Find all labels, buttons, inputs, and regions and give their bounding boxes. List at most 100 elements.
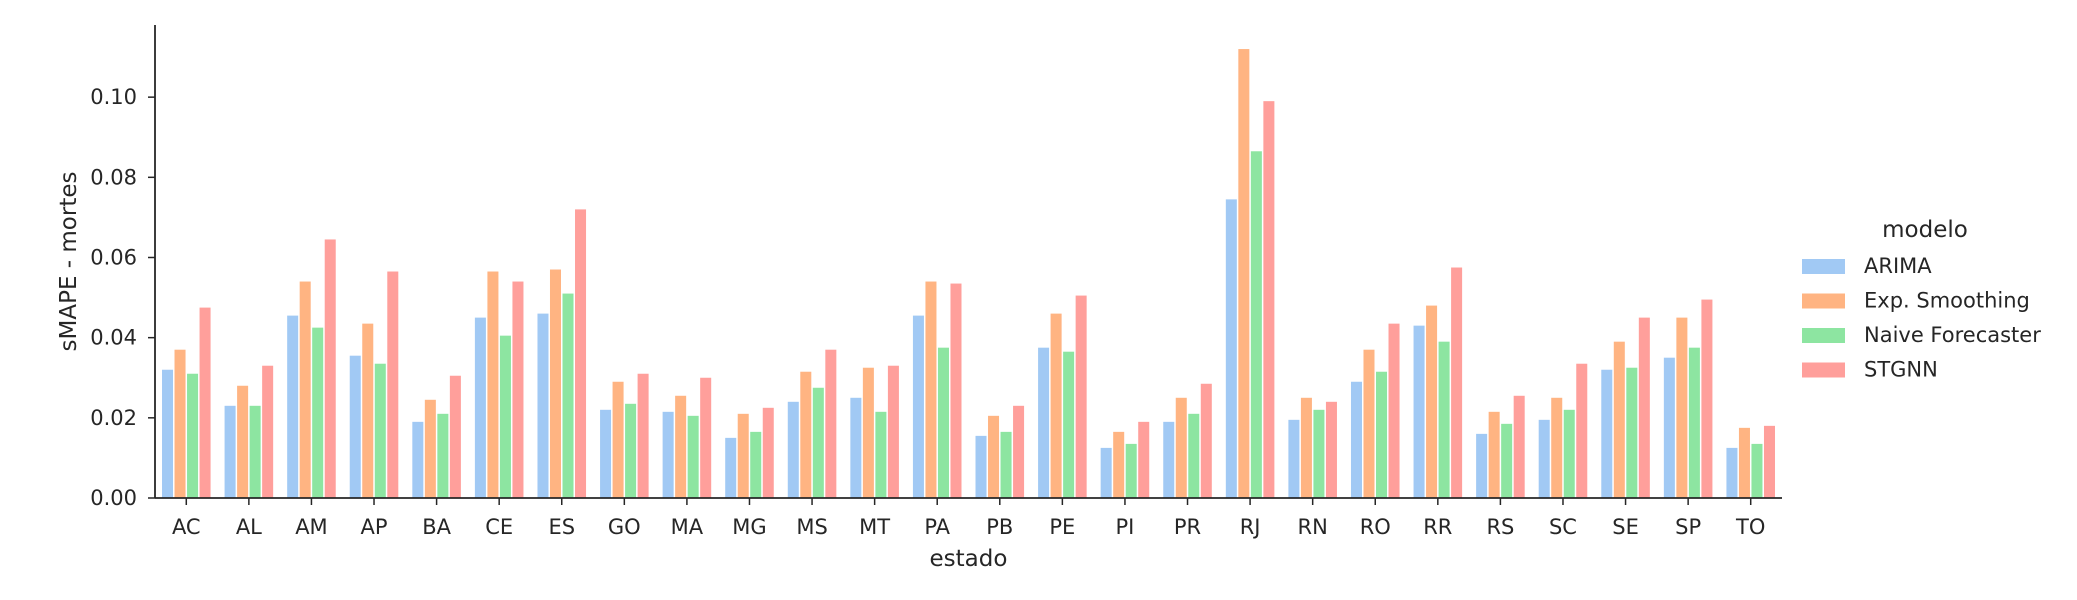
x-tick-label-sc: SC: [1549, 515, 1577, 539]
bar-exp-smoothing-ms: [800, 371, 812, 498]
bars-layer: [162, 49, 1775, 499]
bar-exp-smoothing-al: [237, 385, 249, 498]
bar-naive-forecaster-sp: [1688, 347, 1700, 498]
bar-arima-mg: [725, 437, 737, 498]
legend-swatch-stgnn: [1802, 362, 1845, 378]
bar-naive-forecaster-ba: [437, 413, 449, 498]
legend-label-arima: ARIMA: [1864, 254, 1932, 278]
x-tick-label-ro: RO: [1360, 515, 1391, 539]
bar-stgnn-es: [575, 209, 587, 498]
bar-arima-pb: [975, 435, 987, 498]
legend-title: modelo: [1882, 217, 1968, 243]
bar-arima-to: [1726, 447, 1738, 498]
bar-arima-ba: [412, 421, 424, 498]
bar-exp-smoothing-rs: [1488, 411, 1500, 498]
bar-naive-forecaster-pr: [1188, 413, 1200, 498]
bar-stgnn-sp: [1701, 299, 1713, 498]
x-tick-label-rn: RN: [1298, 515, 1328, 539]
bar-arima-sc: [1538, 419, 1550, 498]
bar-exp-smoothing-mg: [737, 413, 749, 498]
bar-stgnn-pa: [950, 283, 962, 498]
legend-swatch-arima: [1802, 259, 1845, 274]
bar-exp-smoothing-pb: [988, 415, 1000, 498]
bar-naive-forecaster-ac: [187, 373, 199, 498]
bar-naive-forecaster-am: [312, 327, 324, 498]
bar-naive-forecaster-al: [249, 405, 261, 498]
bar-stgnn-rn: [1325, 401, 1337, 498]
x-tick-label-pi: PI: [1116, 515, 1135, 539]
bar-naive-forecaster-pb: [1000, 431, 1012, 498]
bar-arima-pa: [912, 315, 924, 498]
bar-exp-smoothing-am: [299, 281, 311, 498]
bar-naive-forecaster-rn: [1313, 409, 1325, 498]
bar-stgnn-pr: [1200, 383, 1212, 498]
bar-stgnn-go: [637, 373, 649, 498]
bar-arima-rr: [1413, 325, 1425, 498]
bar-arima-ce: [474, 317, 486, 498]
bar-naive-forecaster-pe: [1063, 351, 1075, 498]
bar-arima-pr: [1163, 421, 1175, 498]
bar-exp-smoothing-ce: [487, 271, 499, 498]
bar-arima-ro: [1350, 381, 1362, 498]
bar-arima-ms: [787, 401, 799, 498]
x-tick-label-ac: AC: [172, 515, 201, 539]
y-tick-label: 0.00: [90, 486, 137, 510]
bar-naive-forecaster-rr: [1438, 341, 1450, 498]
x-tick-label-pa: PA: [924, 515, 950, 539]
bar-exp-smoothing-pr: [1175, 397, 1187, 498]
x-tick-label-al: AL: [236, 515, 262, 539]
bar-stgnn-ba: [449, 375, 461, 498]
bar-arima-pe: [1038, 347, 1050, 498]
bar-stgnn-pi: [1138, 421, 1150, 498]
bar-stgnn-am: [324, 239, 336, 498]
bar-naive-forecaster-rs: [1501, 423, 1513, 498]
bar-exp-smoothing-rn: [1300, 397, 1312, 498]
bar-exp-smoothing-es: [549, 269, 561, 498]
legend: modelo ARIMA Exp. Smoothing Naive Forecast…: [1802, 217, 2041, 382]
bar-arima-ap: [349, 355, 361, 498]
bar-stgnn-ro: [1388, 323, 1400, 498]
bar-exp-smoothing-ac: [174, 349, 186, 498]
x-tick-label-ms: MS: [796, 515, 827, 539]
bar-naive-forecaster-go: [625, 403, 637, 498]
x-tick-label-rs: RS: [1486, 515, 1514, 539]
bar-exp-smoothing-rj: [1238, 49, 1250, 499]
bar-arima-am: [287, 315, 299, 498]
x-tick-label-rr: RR: [1423, 515, 1452, 539]
y-tick-label: 0.08: [90, 165, 137, 189]
y-tick-label: 0.02: [90, 406, 137, 430]
bar-exp-smoothing-rr: [1426, 305, 1438, 498]
x-tick-label-to: TO: [1735, 515, 1765, 539]
bar-naive-forecaster-es: [562, 293, 574, 498]
bar-arima-go: [600, 409, 612, 498]
bar-naive-forecaster-ro: [1376, 371, 1388, 498]
y-tick-label: 0.10: [90, 85, 137, 109]
x-tick-label-ba: BA: [422, 515, 451, 539]
legend-label-naive-forecaster: Naive Forecaster: [1864, 323, 2041, 347]
bar-exp-smoothing-se: [1613, 341, 1625, 498]
x-tick-label-rj: RJ: [1240, 515, 1261, 539]
bar-stgnn-pe: [1075, 295, 1087, 498]
bar-exp-smoothing-pi: [1113, 431, 1125, 498]
x-tick-label-pb: PB: [986, 515, 1013, 539]
y-axis-title: sMAPE - mortes: [56, 172, 82, 352]
bar-exp-smoothing-ba: [424, 399, 436, 498]
bar-arima-mt: [850, 397, 862, 498]
bar-stgnn-al: [262, 365, 274, 498]
x-tick-label-se: SE: [1612, 515, 1639, 539]
x-tick-label-pe: PE: [1049, 515, 1075, 539]
bar-naive-forecaster-ap: [374, 363, 386, 498]
bar-naive-forecaster-pa: [937, 347, 949, 498]
bar-arima-pi: [1100, 447, 1112, 498]
bar-naive-forecaster-mg: [750, 431, 762, 498]
bar-stgnn-sc: [1576, 363, 1588, 498]
x-tick-label-am: AM: [295, 515, 327, 539]
legend-swatch-exp-smoothing: [1802, 293, 1845, 309]
bar-stgnn-ma: [700, 377, 712, 498]
bar-arima-sp: [1663, 357, 1675, 498]
bar-stgnn-ce: [512, 281, 524, 498]
bar-arima-al: [224, 405, 236, 498]
x-tick-label-ma: MA: [671, 515, 704, 539]
bar-stgnn-pb: [1013, 405, 1025, 498]
